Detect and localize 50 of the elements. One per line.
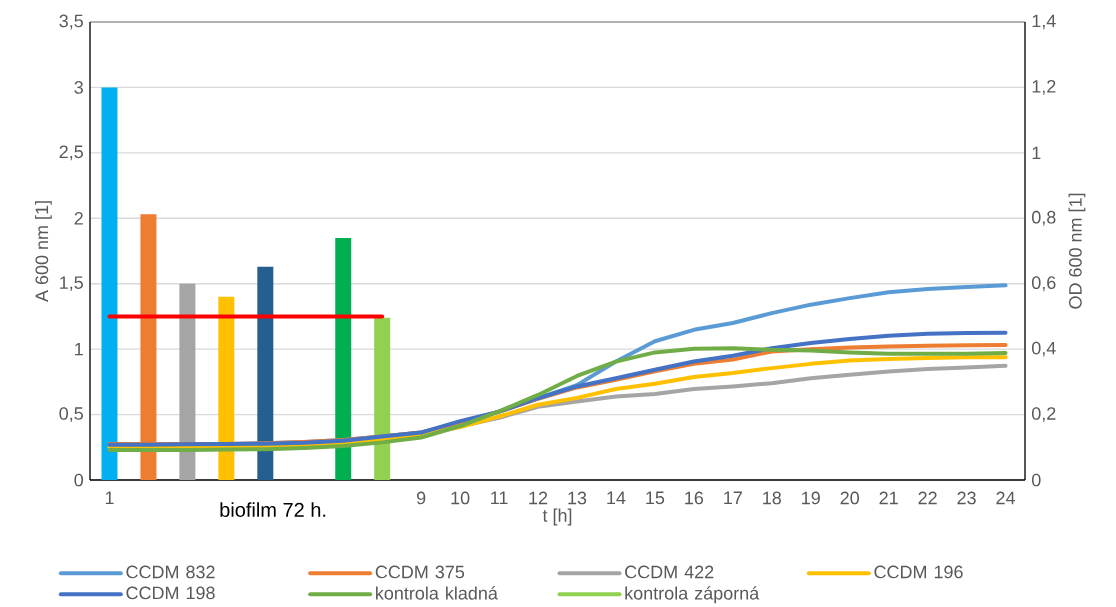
y-axis-title: A 600 nm [1] [35,201,52,302]
x-tick-label: 19 [802,491,820,505]
x-tick-label: 1 [105,491,114,504]
x-tick-label: 11 [491,491,508,504]
y-tick-label: 1 [75,342,83,356]
y-tick-label: 0 [74,473,84,487]
legend-label: CCDM 198 [126,586,215,600]
y-tick-label: 2,5 [59,145,83,161]
x-tick-label: 13 [568,491,587,505]
legend-label: CCDM 375 [375,565,465,579]
legend-label: CCDM 422 [625,565,714,579]
x-tick-label: 23 [957,491,976,505]
y2-tick-label: 0,6 [1031,276,1056,292]
y2-tick-label: 0,2 [1031,407,1056,423]
x-tick-label: 14 [607,491,626,504]
y-tick-label: 0,5 [59,407,83,422]
x-tick-label: 21 [879,491,898,505]
legend-label: CCDM 832 [126,565,215,579]
y-tick-label: 3,5 [59,14,83,30]
x-tick-label: 10 [451,491,470,505]
y-tick-label: 1,5 [60,276,83,292]
bar [218,296,235,480]
bar [335,237,352,480]
y2-tick-label: 1 [1032,146,1041,160]
x-tick-label: 18 [763,491,781,505]
y2-tick-label: 0,4 [1031,341,1056,357]
x-tick-label: 20 [840,491,859,505]
bar [374,317,391,480]
x-axis-title: t [h] [542,508,572,526]
y-tick-label: 3 [74,81,83,94]
y-tick-label: 2 [74,212,83,225]
y2-tick-label: 0 [1031,473,1041,487]
y2-tick-label: 1,4 [1032,14,1056,30]
bar [101,87,118,480]
y2-axis-title: OD 600 nm [1] [1068,193,1086,309]
x-tick-label: 15 [646,491,665,505]
x-tick-label: 9 [416,491,426,505]
x-tick-label: 17 [724,491,742,504]
y2-tick-label: 1,2 [1032,79,1056,95]
x-tick-label: 24 [996,491,1016,505]
x-tick-label: 22 [918,491,937,505]
bar [257,266,274,480]
x-tick-label: 16 [685,491,704,505]
bar [179,283,196,480]
y2-tick-label: 0,8 [1031,210,1056,226]
legend-label: kontrola kladná [376,586,498,600]
legend-label: CCDM 196 [874,565,963,579]
x-tick-label: 12 [529,491,548,505]
legend-label: kontrola záporná [625,586,760,604]
text: biofilm 72 h. [220,502,326,517]
